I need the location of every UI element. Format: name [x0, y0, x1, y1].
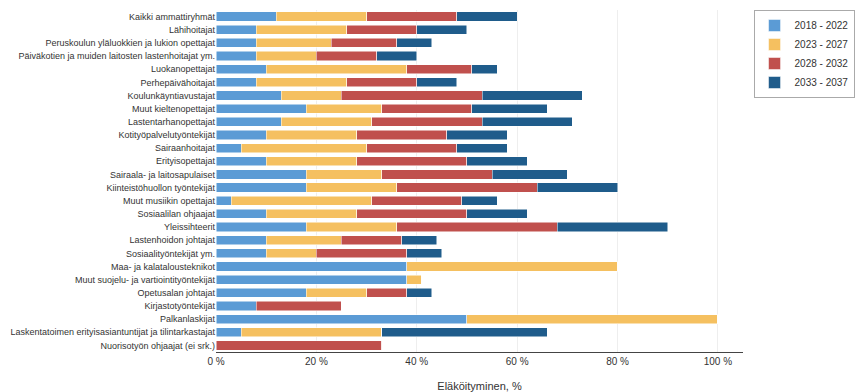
svg-text:Sairaala- ja laitosapulaiset: Sairaala- ja laitosapulaiset: [110, 170, 216, 180]
svg-text:Eläköityminen, %: Eläköityminen, %: [437, 380, 522, 392]
svg-text:Lastenhoidon johtajat: Lastenhoidon johtajat: [129, 235, 215, 245]
svg-text:Lastentarhanopettajat: Lastentarhanopettajat: [128, 117, 216, 127]
svg-text:Kaikki ammattiryhmät: Kaikki ammattiryhmät: [129, 12, 216, 22]
svg-text:0 %: 0 %: [207, 356, 224, 367]
svg-text:Yleissihteerit: Yleissihteerit: [164, 222, 216, 232]
svg-text:Sosiaalityöntekijät ym.: Sosiaalityöntekijät ym.: [126, 249, 215, 259]
svg-text:Laskentatoimen erityisasiantun: Laskentatoimen erityisasiantuntijat ja t…: [10, 327, 215, 337]
svg-text:Päiväkotien ja muiden laitoste: Päiväkotien ja muiden laitosten lastenho…: [18, 51, 215, 61]
svg-text:Peruskoulun yläluokkien ja luk: Peruskoulun yläluokkien ja lukion opetta…: [45, 38, 215, 48]
svg-text:Muut musiikin opettajat: Muut musiikin opettajat: [123, 196, 216, 206]
svg-text:Palkanlaskijat: Palkanlaskijat: [160, 314, 216, 324]
svg-text:Nuorisotyön ohjaajat (ei srk.): Nuorisotyön ohjaajat (ei srk.): [100, 341, 215, 351]
svg-text:Luokanopettajat: Luokanopettajat: [151, 64, 216, 74]
svg-text:2023 - 2027: 2023 - 2027: [795, 39, 849, 50]
svg-text:2018 - 2022: 2018 - 2022: [795, 20, 849, 31]
svg-text:Muut kieltenopettajat: Muut kieltenopettajat: [132, 104, 216, 114]
svg-text:20 %: 20 %: [305, 356, 328, 367]
svg-text:100 %: 100 %: [704, 356, 732, 367]
svg-text:Kiinteistöhuollon työntekijät: Kiinteistöhuollon työntekijät: [106, 183, 215, 193]
svg-text:Kirjastotyöntekijät: Kirjastotyöntekijät: [144, 301, 215, 311]
svg-text:Lähihoitajat: Lähihoitajat: [169, 25, 216, 35]
svg-text:Perhepäivähoitajat: Perhepäivähoitajat: [140, 78, 215, 88]
svg-text:Sosiaalilan ohjaajat: Sosiaalilan ohjaajat: [137, 209, 215, 219]
svg-text:Maa- ja kalatalousteknikot: Maa- ja kalatalousteknikot: [111, 262, 216, 272]
svg-text:Sairaanhoitajat: Sairaanhoitajat: [155, 143, 216, 153]
svg-text:2028 - 2032: 2028 - 2032: [795, 58, 849, 69]
svg-text:Kotityöpalvelutyöntekijät: Kotityöpalvelutyöntekijät: [118, 130, 215, 140]
svg-text:Koulunkäyntiavustajat: Koulunkäyntiavustajat: [127, 91, 215, 101]
svg-text:60 %: 60 %: [506, 356, 529, 367]
svg-text:Erityisopettajat: Erityisopettajat: [156, 156, 216, 166]
svg-text:80 %: 80 %: [606, 356, 629, 367]
svg-text:Opetusalan johtajat: Opetusalan johtajat: [137, 288, 215, 298]
svg-text:2033 - 2037: 2033 - 2037: [795, 77, 849, 88]
svg-text:40 %: 40 %: [405, 356, 428, 367]
svg-text:Muut suojelu- ja vartiointityö: Muut suojelu- ja vartiointityöntekijät: [75, 275, 216, 285]
